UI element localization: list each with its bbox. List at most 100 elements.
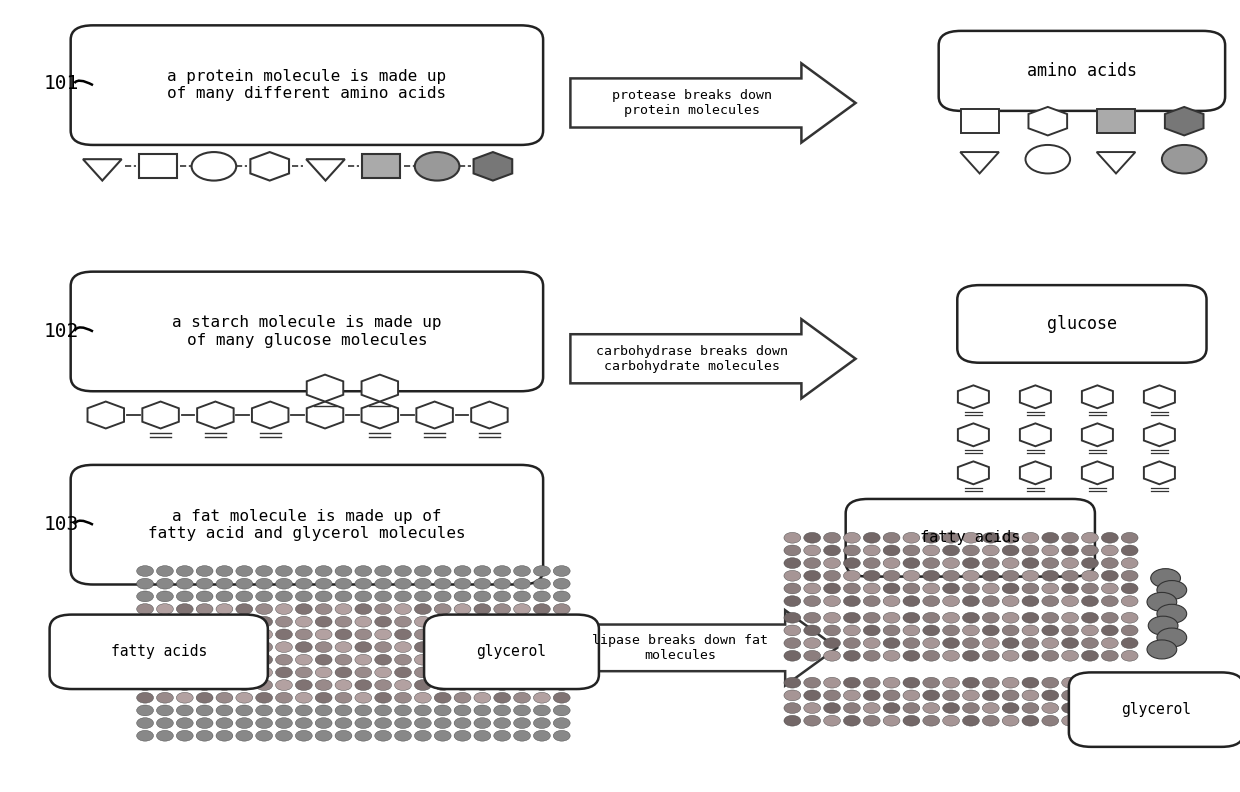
Circle shape: [394, 616, 412, 627]
Text: 101: 101: [43, 74, 78, 93]
Circle shape: [1121, 703, 1138, 714]
Circle shape: [236, 604, 253, 615]
Circle shape: [843, 677, 861, 688]
Circle shape: [883, 532, 900, 543]
Circle shape: [1157, 628, 1187, 647]
Circle shape: [1061, 570, 1079, 581]
Circle shape: [863, 612, 880, 623]
Circle shape: [216, 565, 233, 577]
Circle shape: [394, 705, 412, 716]
Circle shape: [1081, 677, 1099, 688]
Circle shape: [494, 705, 511, 716]
Circle shape: [474, 692, 491, 703]
Circle shape: [823, 638, 841, 649]
Circle shape: [513, 705, 531, 716]
Circle shape: [355, 616, 372, 627]
Circle shape: [553, 705, 570, 716]
Circle shape: [1101, 545, 1118, 556]
Circle shape: [196, 680, 213, 691]
Circle shape: [533, 591, 551, 602]
Circle shape: [883, 596, 900, 607]
Circle shape: [454, 616, 471, 627]
Circle shape: [295, 565, 312, 577]
Circle shape: [903, 625, 920, 636]
Circle shape: [863, 690, 880, 701]
Circle shape: [494, 591, 511, 602]
Circle shape: [843, 612, 861, 623]
Circle shape: [942, 703, 960, 714]
Circle shape: [1081, 570, 1099, 581]
Circle shape: [315, 730, 332, 741]
Circle shape: [804, 583, 821, 594]
Circle shape: [295, 642, 312, 653]
Circle shape: [295, 604, 312, 615]
Circle shape: [494, 654, 511, 665]
Bar: [961, 109, 998, 133]
Circle shape: [533, 730, 551, 741]
Circle shape: [156, 642, 174, 653]
Circle shape: [1042, 583, 1059, 594]
Circle shape: [335, 565, 352, 577]
Circle shape: [275, 654, 293, 665]
Circle shape: [275, 578, 293, 589]
Circle shape: [982, 558, 999, 569]
Circle shape: [156, 680, 174, 691]
Circle shape: [355, 642, 372, 653]
Circle shape: [553, 680, 570, 691]
FancyBboxPatch shape: [957, 285, 1207, 363]
Circle shape: [1002, 545, 1019, 556]
Circle shape: [275, 565, 293, 577]
Circle shape: [355, 654, 372, 665]
Circle shape: [804, 690, 821, 701]
Circle shape: [1061, 625, 1079, 636]
Circle shape: [136, 667, 154, 678]
Circle shape: [315, 604, 332, 615]
Circle shape: [513, 578, 531, 589]
FancyBboxPatch shape: [1069, 672, 1240, 747]
Circle shape: [355, 629, 372, 640]
Circle shape: [942, 596, 960, 607]
Circle shape: [982, 612, 999, 623]
Circle shape: [216, 705, 233, 716]
Circle shape: [823, 583, 841, 594]
Circle shape: [255, 565, 273, 577]
Circle shape: [553, 578, 570, 589]
Circle shape: [982, 690, 999, 701]
Circle shape: [1042, 612, 1059, 623]
Circle shape: [784, 596, 801, 607]
Circle shape: [533, 705, 551, 716]
Circle shape: [176, 565, 193, 577]
Text: glycerol: glycerol: [476, 645, 547, 659]
Circle shape: [196, 629, 213, 640]
Circle shape: [533, 692, 551, 703]
Circle shape: [216, 642, 233, 653]
Circle shape: [903, 638, 920, 649]
Circle shape: [255, 730, 273, 741]
Circle shape: [513, 718, 531, 729]
Circle shape: [843, 650, 861, 661]
Circle shape: [255, 616, 273, 627]
Circle shape: [1042, 715, 1059, 726]
Circle shape: [863, 677, 880, 688]
Circle shape: [1081, 612, 1099, 623]
FancyBboxPatch shape: [71, 465, 543, 584]
Circle shape: [414, 629, 432, 640]
Polygon shape: [570, 319, 856, 398]
Circle shape: [275, 680, 293, 691]
Circle shape: [942, 638, 960, 649]
Circle shape: [804, 570, 821, 581]
Circle shape: [236, 705, 253, 716]
Circle shape: [156, 730, 174, 741]
Circle shape: [1042, 558, 1059, 569]
Circle shape: [275, 604, 293, 615]
Circle shape: [843, 690, 861, 701]
Circle shape: [156, 705, 174, 716]
Circle shape: [553, 718, 570, 729]
Circle shape: [136, 730, 154, 741]
Circle shape: [923, 715, 940, 726]
Circle shape: [962, 583, 980, 594]
Circle shape: [513, 629, 531, 640]
Circle shape: [474, 578, 491, 589]
Circle shape: [923, 558, 940, 569]
Circle shape: [982, 596, 999, 607]
